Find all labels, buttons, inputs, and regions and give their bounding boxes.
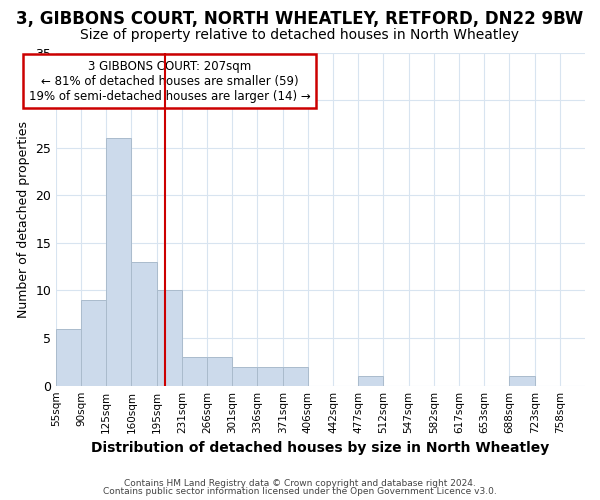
Bar — [56, 328, 81, 386]
Bar — [232, 366, 257, 386]
Bar — [509, 376, 535, 386]
Y-axis label: Number of detached properties: Number of detached properties — [17, 120, 29, 318]
Text: Contains HM Land Registry data © Crown copyright and database right 2024.: Contains HM Land Registry data © Crown c… — [124, 478, 476, 488]
Bar — [257, 366, 283, 386]
X-axis label: Distribution of detached houses by size in North Wheatley: Distribution of detached houses by size … — [91, 441, 550, 455]
Bar — [106, 138, 131, 386]
Bar — [283, 366, 308, 386]
Bar — [207, 357, 232, 386]
Bar — [81, 300, 106, 386]
Text: 3 GIBBONS COURT: 207sqm
← 81% of detached houses are smaller (59)
19% of semi-de: 3 GIBBONS COURT: 207sqm ← 81% of detache… — [29, 60, 311, 102]
Bar — [182, 357, 207, 386]
Text: Contains public sector information licensed under the Open Government Licence v3: Contains public sector information licen… — [103, 487, 497, 496]
Text: 3, GIBBONS COURT, NORTH WHEATLEY, RETFORD, DN22 9BW: 3, GIBBONS COURT, NORTH WHEATLEY, RETFOR… — [16, 10, 584, 28]
Bar — [358, 376, 383, 386]
Bar — [157, 290, 182, 386]
Text: Size of property relative to detached houses in North Wheatley: Size of property relative to detached ho… — [80, 28, 520, 42]
Bar — [131, 262, 157, 386]
